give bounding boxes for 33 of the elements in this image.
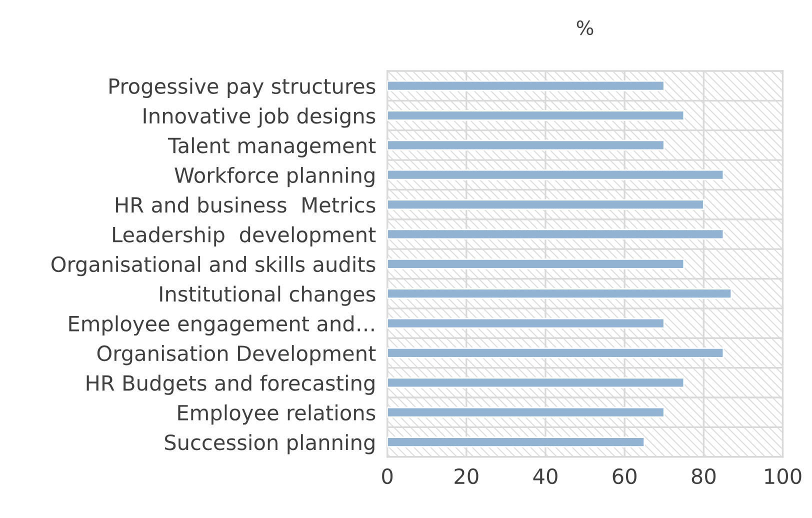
bar [387, 288, 732, 300]
y-tick-label: Organisation Development [97, 345, 376, 366]
chart-title: % [576, 20, 594, 36]
y-tick-label: Institutional changes [160, 286, 376, 306]
y-tick-label: HR and business Metrics [116, 196, 376, 213]
bar [387, 406, 665, 418]
bar [387, 377, 685, 388]
bar [387, 110, 685, 121]
y-tick-label: Employee relations [178, 404, 376, 425]
x-tick-label: 20 [454, 468, 478, 484]
y-tick-label: Innovative job designs [144, 108, 376, 128]
bar [387, 228, 724, 240]
y-tick-label: Leadership development [113, 226, 376, 246]
bar [387, 348, 724, 358]
y-tick-label: Succession planning [164, 434, 374, 454]
y-tick-label: Organisational and skills audits [52, 256, 376, 276]
y-tick-label: Employee engagement and… [69, 315, 374, 336]
bar [387, 169, 724, 180]
x-tick-label: 0 [382, 468, 393, 484]
bar [387, 140, 665, 151]
y-tick-label: Talent management [168, 137, 376, 158]
x-tick-label: 100 [765, 468, 802, 484]
y-tick-label: HR Budgets and forecasting [86, 374, 374, 395]
bar [387, 199, 704, 210]
x-tick-label: 80 [692, 468, 716, 484]
y-tick-label: Progessive pay structures [110, 78, 376, 98]
x-tick-label: 40 [533, 468, 558, 484]
y-tick-label: Workforce planning [174, 166, 374, 188]
bar [387, 258, 685, 270]
bar [387, 436, 646, 448]
bar [387, 318, 665, 329]
bar [387, 80, 665, 92]
x-tick-label: 60 [612, 468, 636, 484]
